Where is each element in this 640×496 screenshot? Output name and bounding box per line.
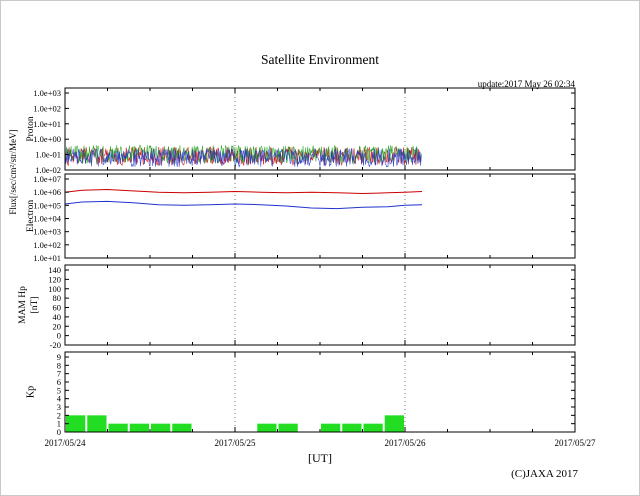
svg-text:1.0e-02: 1.0e-02 bbox=[35, 165, 61, 175]
svg-text:1.0e+02: 1.0e+02 bbox=[33, 240, 61, 250]
svg-text:1.0e+03: 1.0e+03 bbox=[33, 88, 61, 98]
electron-axis-label: Electron bbox=[26, 199, 36, 233]
svg-text:1.0e+00: 1.0e+00 bbox=[33, 134, 61, 144]
svg-text:2017/05/26: 2017/05/26 bbox=[384, 438, 426, 448]
svg-text:8: 8 bbox=[57, 360, 61, 370]
svg-text:9: 9 bbox=[57, 352, 61, 362]
svg-text:0: 0 bbox=[57, 427, 61, 437]
svg-text:-20: -20 bbox=[50, 340, 61, 350]
svg-text:3: 3 bbox=[57, 402, 61, 412]
svg-text:4: 4 bbox=[57, 394, 62, 404]
svg-text:120: 120 bbox=[48, 274, 61, 284]
svg-text:2017/05/25: 2017/05/25 bbox=[214, 438, 256, 448]
svg-text:1.0e+03: 1.0e+03 bbox=[33, 227, 61, 237]
svg-text:2017/05/24: 2017/05/24 bbox=[44, 438, 86, 448]
svg-text:6: 6 bbox=[57, 377, 61, 387]
svg-text:1.0e+05: 1.0e+05 bbox=[33, 200, 61, 210]
update-timestamp: update:2017 May 26 02:34 bbox=[477, 79, 575, 89]
svg-text:0: 0 bbox=[57, 331, 61, 341]
proton-axis-label: Proton bbox=[26, 116, 36, 142]
chart-title: Satellite Environment bbox=[260, 52, 380, 67]
svg-text:1.0e+07: 1.0e+07 bbox=[33, 174, 61, 184]
mam-hp-axis-label: MAM Hp bbox=[18, 286, 28, 324]
copyright-notice: (C)JAXA 2017 bbox=[511, 468, 578, 480]
flux-axis-label: Flux[/sec/cm²/str/MeV] bbox=[8, 129, 18, 215]
svg-text:1.0e-01: 1.0e-01 bbox=[35, 150, 61, 160]
mam-hp-unit-label: [nT] bbox=[30, 296, 40, 314]
svg-text:5: 5 bbox=[57, 385, 61, 395]
svg-text:40: 40 bbox=[53, 312, 62, 322]
svg-text:1.0e+02: 1.0e+02 bbox=[33, 103, 61, 113]
svg-text:1.0e+06: 1.0e+06 bbox=[33, 187, 61, 197]
kp-axis-label: Kp bbox=[25, 385, 37, 399]
svg-text:1: 1 bbox=[57, 419, 61, 429]
svg-text:7: 7 bbox=[57, 369, 61, 379]
svg-text:1.0e+04: 1.0e+04 bbox=[33, 214, 61, 224]
svg-text:100: 100 bbox=[48, 284, 61, 294]
svg-text:1.0e+01: 1.0e+01 bbox=[33, 119, 61, 129]
svg-text:20: 20 bbox=[53, 321, 62, 331]
svg-text:2: 2 bbox=[57, 410, 61, 420]
x-axis-title: [UT] bbox=[308, 451, 332, 465]
svg-text:140: 140 bbox=[48, 265, 61, 275]
svg-text:2017/05/27: 2017/05/27 bbox=[554, 438, 596, 448]
svg-text:60: 60 bbox=[53, 303, 62, 313]
svg-text:80: 80 bbox=[53, 293, 62, 303]
svg-text:1.0e+01: 1.0e+01 bbox=[33, 253, 61, 263]
